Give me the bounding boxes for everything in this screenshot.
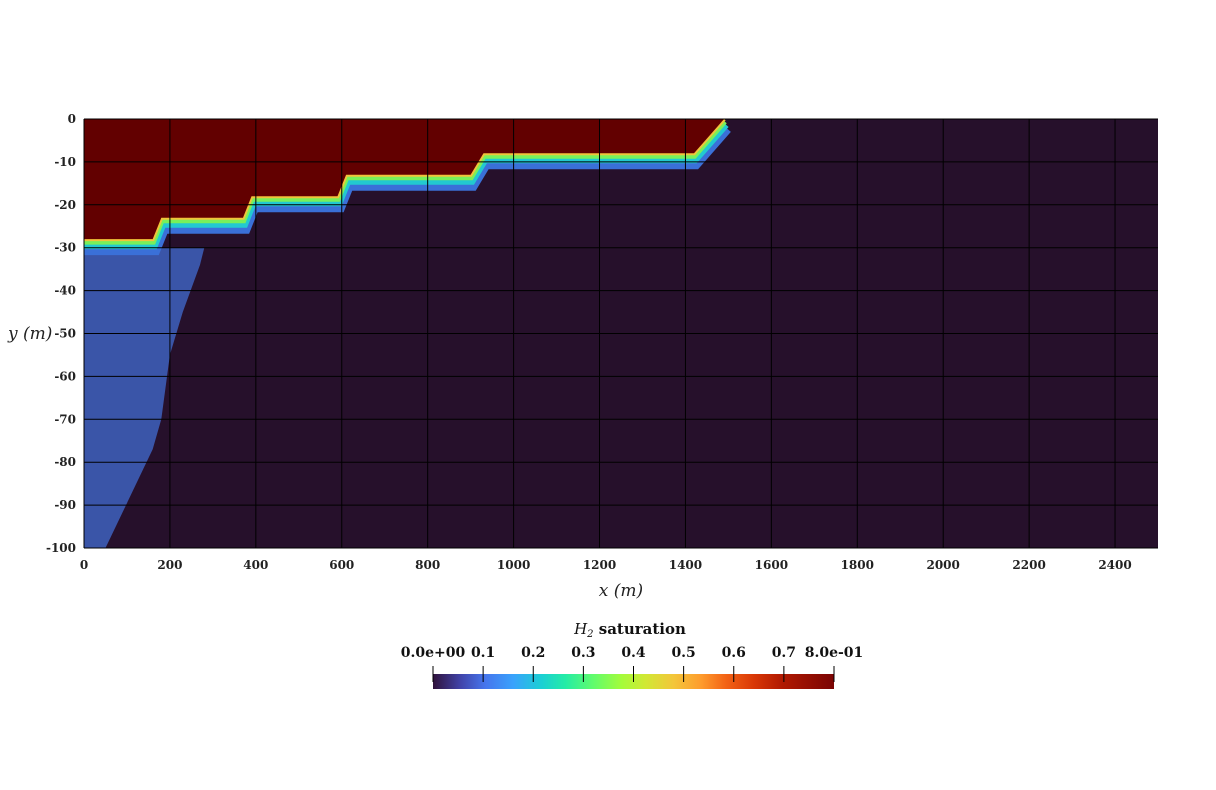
y-tick-label: -70 — [54, 412, 76, 426]
colorbar-tick-label: 0.5 — [671, 645, 695, 661]
colorbar-tick-label: 0.0e+00 — [401, 645, 466, 661]
colorbar-tick-label: 0.4 — [621, 645, 646, 661]
colorbar-tick-label: 0.2 — [521, 645, 545, 661]
x-tick-label: 2200 — [1012, 558, 1045, 572]
x-axis-label: x (m) — [599, 581, 643, 601]
colorbar: H2 saturation 0.0e+00 0.1 0.2 0.3 0.4 0.5 0.6 0… — [401, 620, 864, 689]
x-tick-label: 0 — [80, 558, 88, 572]
y-axis-label: y (m) — [7, 324, 52, 344]
grid-lines — [83, 118, 1158, 549]
y-axis-ticks: 0 -10 -20 -30 -40 -50 -60 -70 -80 -90 -100 — [46, 112, 76, 555]
y-tick-label: -80 — [54, 455, 76, 469]
x-tick-label: 800 — [415, 558, 440, 572]
colorbar-tick-label: 0.6 — [722, 645, 746, 661]
x-axis-ticks: 0 200 400 600 800 1000 1200 1400 1600 1800 2000 220… — [80, 558, 1132, 572]
y-tick-label: -90 — [54, 498, 76, 512]
y-tick-label: 0 — [68, 112, 76, 126]
x-tick-label: 1000 — [497, 558, 530, 572]
x-tick-label: 1600 — [755, 558, 788, 572]
water-zone-region — [84, 247, 205, 548]
colorbar-ticks: 0.0e+00 0.1 0.2 0.3 0.4 0.5 0.6 0.7 8.0e-01 — [401, 645, 864, 682]
y-tick-label: -10 — [54, 155, 76, 169]
colorbar-tick-label: 0.3 — [571, 645, 595, 661]
colorbar-title: H2 saturation — [573, 620, 686, 640]
x-tick-label: 2400 — [1098, 558, 1131, 572]
x-tick-label: 1800 — [841, 558, 874, 572]
x-tick-label: 1400 — [669, 558, 702, 572]
x-tick-label: 1200 — [583, 558, 616, 572]
colorbar-tick-label: 0.1 — [471, 645, 495, 661]
y-tick-label: -60 — [54, 369, 76, 383]
colorbar-tick-label: 0.7 — [772, 645, 796, 661]
gas-plume-region — [84, 119, 725, 240]
x-tick-label: 200 — [157, 558, 182, 572]
colorbar-title-text: saturation — [594, 620, 686, 638]
y-tick-label: -30 — [54, 241, 76, 255]
y-tick-label: -40 — [54, 284, 76, 298]
colorbar-tick-label: 8.0e-01 — [805, 645, 864, 661]
x-tick-label: 400 — [243, 558, 268, 572]
colorbar-title-symbol: H — [573, 620, 588, 638]
y-tick-label: -50 — [54, 327, 76, 341]
x-tick-label: 600 — [329, 558, 354, 572]
y-tick-label: -100 — [46, 541, 76, 555]
y-tick-label: -20 — [54, 198, 76, 212]
x-tick-label: 2000 — [926, 558, 959, 572]
colorbar-title-subscript: 2 — [586, 629, 593, 640]
